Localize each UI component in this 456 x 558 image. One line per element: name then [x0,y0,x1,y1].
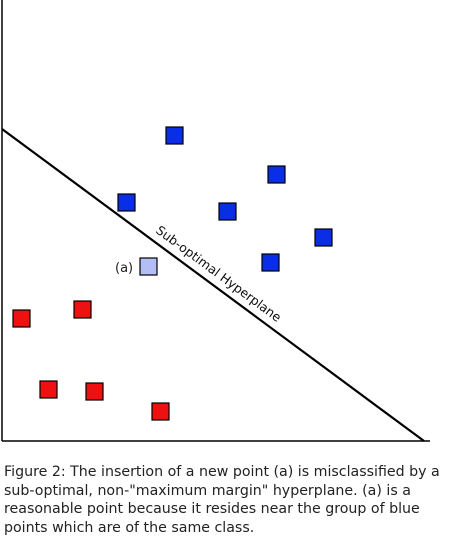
blue-point [267,165,286,184]
red-point [85,382,104,401]
figure-caption: Figure 2: The insertion of a new point (… [4,464,440,536]
new-point-a [139,257,158,276]
red-point [151,402,170,421]
blue-point [314,228,333,247]
hyperplane-line [1,128,425,442]
blue-point [261,253,280,272]
red-point [39,380,58,399]
blue-point [117,193,136,212]
hyperplane-label: Sub-optimal Hyperplane [153,222,284,325]
blue-point [218,202,237,221]
new-point-label: (a) [115,261,133,276]
svm-diagram: Sub-optimal Hyperplane (a) [1,0,430,442]
red-point [12,309,31,328]
blue-point [165,126,184,145]
red-point [73,300,92,319]
